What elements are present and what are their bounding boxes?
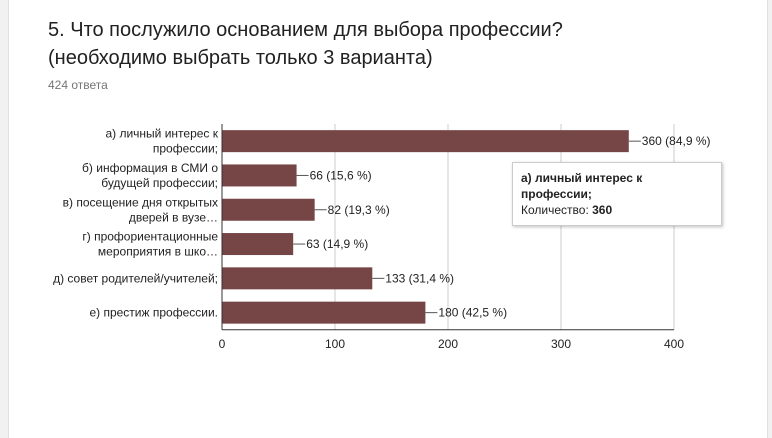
data-label: 82 (19,3 %) [328, 203, 390, 217]
bar [222, 130, 629, 153]
x-tick-label: 200 [438, 337, 458, 351]
category-label: д) совет родителей/учителей; [53, 271, 218, 285]
category-label-line: д) совет родителей/учителей; [53, 271, 218, 285]
category-label-line: а) личный интерес к [105, 127, 218, 141]
category-label-line: будущей профессии; [101, 176, 218, 190]
x-tick-label: 300 [551, 337, 571, 351]
data-label: 180 (42,5 %) [438, 306, 507, 320]
category-label-line: профессии; [153, 142, 218, 156]
category-label-line: мероприятия в шко… [98, 245, 218, 259]
tooltip-count-row: Количество: 360 [521, 202, 713, 218]
category-label: е) престиж профессии. [89, 306, 218, 320]
category-label-line: е) престиж профессии. [89, 306, 218, 320]
chart-tooltip: а) личный интерес к профессии; Количеств… [512, 162, 722, 226]
category-label-line: б) информация в СМИ о [82, 161, 218, 175]
bar [222, 233, 294, 256]
x-tick-label: 400 [664, 337, 684, 351]
x-tick-label: 0 [219, 337, 226, 351]
bar [222, 301, 426, 324]
data-label: 360 (84,9 %) [642, 134, 711, 148]
response-count: 424 ответа [48, 78, 108, 92]
bar [222, 164, 297, 187]
data-label: 66 (15,6 %) [310, 168, 372, 182]
data-label: 63 (14,9 %) [306, 237, 368, 251]
category-label-line: в) посещение дня открытых [63, 195, 218, 209]
right-border [767, 0, 772, 438]
tooltip-count-value: 360 [592, 203, 613, 217]
category-label: г) профориентационные мероприятия в шко… [82, 230, 218, 259]
category-label-line: дверей в вузе… [129, 210, 218, 224]
category-label: б) информация в СМИ о будущей профессии; [82, 161, 218, 190]
tooltip-count-label: Количество: [521, 203, 589, 217]
category-label: в) посещение дня открытых дверей в вузе… [63, 195, 218, 224]
data-label: 133 (31,4 %) [385, 271, 454, 285]
bar [222, 267, 373, 290]
x-tick-label: 100 [325, 337, 345, 351]
category-label: а) личный интерес к профессии; [105, 127, 218, 156]
tooltip-category: а) личный интерес к профессии; [521, 171, 643, 201]
category-label-line: г) профориентационные [82, 230, 218, 244]
left-border [0, 0, 9, 438]
bar [222, 198, 315, 221]
question-title: 5. Что послужило основанием для выбора п… [48, 19, 563, 69]
